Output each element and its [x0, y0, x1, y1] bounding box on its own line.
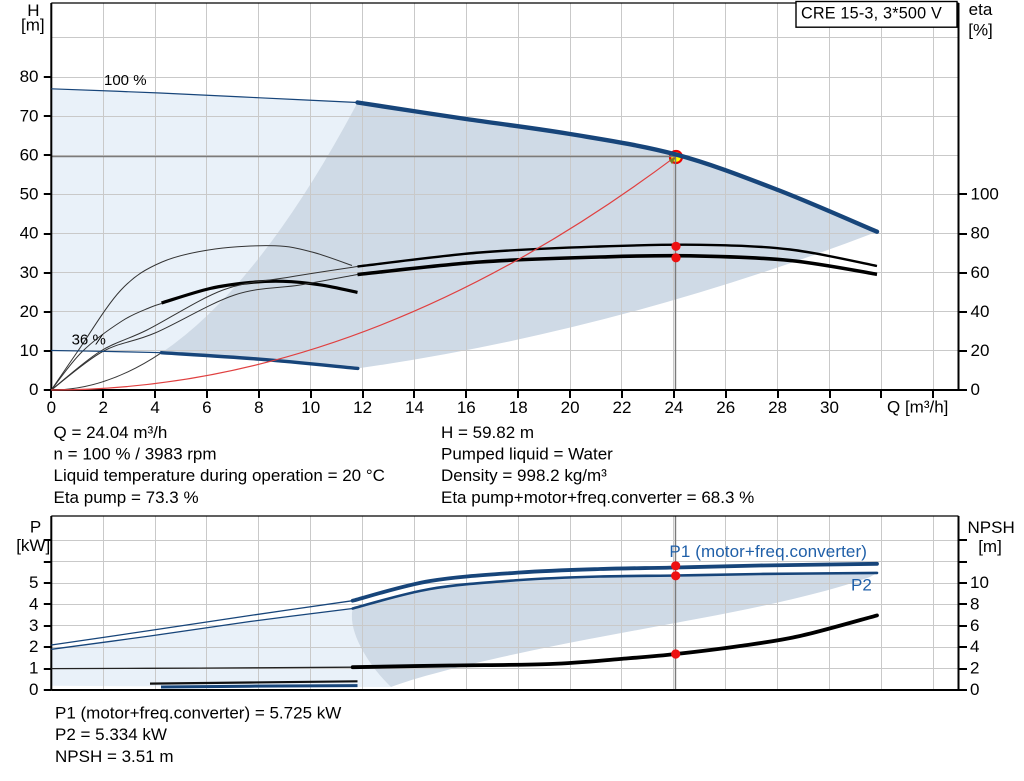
svg-text:P2: P2 — [851, 575, 872, 594]
svg-text:10: 10 — [20, 341, 39, 360]
svg-text:Q [m³/h]: Q [m³/h] — [887, 398, 948, 417]
svg-text:60: 60 — [971, 263, 990, 282]
svg-text:P1 (motor+freq.converter): P1 (motor+freq.converter) — [669, 542, 867, 561]
svg-text:10: 10 — [970, 573, 989, 592]
svg-text:[kW]: [kW] — [16, 536, 50, 555]
svg-text:H: H — [27, 1, 39, 20]
svg-text:Eta pump = 73.3 %: Eta pump = 73.3 % — [54, 488, 199, 507]
svg-text:22: 22 — [613, 398, 632, 417]
svg-text:5: 5 — [29, 573, 38, 592]
svg-text:8: 8 — [970, 594, 979, 613]
svg-text:30: 30 — [820, 398, 839, 417]
svg-text:80: 80 — [20, 67, 39, 86]
svg-text:0: 0 — [970, 680, 979, 699]
svg-text:6: 6 — [202, 398, 211, 417]
svg-text:26: 26 — [716, 398, 735, 417]
svg-text:24: 24 — [664, 398, 683, 417]
svg-text:Pumped liquid = Water: Pumped liquid = Water — [441, 444, 613, 463]
svg-text:4: 4 — [29, 594, 38, 613]
svg-text:20: 20 — [561, 398, 580, 417]
svg-text:30: 30 — [20, 263, 39, 282]
svg-text:[m]: [m] — [21, 16, 45, 35]
svg-text:20: 20 — [20, 302, 39, 321]
svg-text:NPSH = 3.51 m: NPSH = 3.51 m — [55, 747, 174, 766]
svg-text:2: 2 — [98, 398, 107, 417]
svg-text:10: 10 — [301, 398, 320, 417]
svg-text:Q = 24.04 m³/h: Q = 24.04 m³/h — [54, 423, 168, 442]
svg-text:100 %: 100 % — [104, 72, 147, 89]
svg-text:28: 28 — [768, 398, 787, 417]
svg-text:3: 3 — [29, 616, 38, 635]
svg-text:n = 100 % / 3983 rpm: n = 100 % / 3983 rpm — [54, 444, 217, 463]
svg-text:2: 2 — [970, 659, 979, 678]
svg-text:60: 60 — [20, 146, 39, 165]
svg-text:70: 70 — [20, 106, 39, 125]
svg-text:2: 2 — [29, 637, 38, 656]
svg-text:16: 16 — [457, 398, 476, 417]
svg-text:1: 1 — [29, 659, 38, 678]
svg-text:P1 (motor+freq.converter) = 5.: P1 (motor+freq.converter) = 5.725 kW — [55, 704, 341, 723]
svg-text:36 %: 36 % — [72, 332, 106, 349]
svg-text:40: 40 — [971, 302, 990, 321]
svg-text:20: 20 — [971, 341, 990, 360]
svg-text:Liquid temperature during oper: Liquid temperature during operation = 20… — [54, 466, 385, 485]
svg-text:[m]: [m] — [978, 537, 1002, 556]
svg-text:0: 0 — [971, 380, 980, 399]
svg-text:NPSH: NPSH — [968, 518, 1015, 537]
svg-text:P: P — [30, 518, 41, 537]
svg-text:0: 0 — [29, 380, 38, 399]
svg-text:P2 = 5.334 kW: P2 = 5.334 kW — [55, 725, 167, 744]
svg-text:50: 50 — [20, 185, 39, 204]
svg-text:100: 100 — [971, 185, 999, 204]
svg-text:0: 0 — [47, 398, 56, 417]
svg-text:18: 18 — [509, 398, 528, 417]
svg-text:0: 0 — [29, 680, 38, 699]
svg-text:eta: eta — [969, 0, 993, 19]
svg-text:4: 4 — [150, 398, 159, 417]
svg-text:40: 40 — [20, 224, 39, 243]
svg-text:12: 12 — [353, 398, 372, 417]
svg-text:H = 59.82 m: H = 59.82 m — [441, 423, 534, 442]
svg-text:Density = 998.2 kg/m³: Density = 998.2 kg/m³ — [441, 466, 607, 485]
svg-text:[%]: [%] — [968, 21, 993, 40]
svg-text:CRE 15-3, 3*500 V: CRE 15-3, 3*500 V — [801, 5, 942, 23]
svg-text:6: 6 — [970, 616, 979, 635]
svg-text:4: 4 — [970, 637, 979, 656]
svg-text:80: 80 — [971, 224, 990, 243]
svg-text:Eta pump+motor+freq.converter: Eta pump+motor+freq.converter = 68.3 % — [441, 488, 754, 507]
svg-text:14: 14 — [405, 398, 424, 417]
svg-text:8: 8 — [254, 398, 263, 417]
